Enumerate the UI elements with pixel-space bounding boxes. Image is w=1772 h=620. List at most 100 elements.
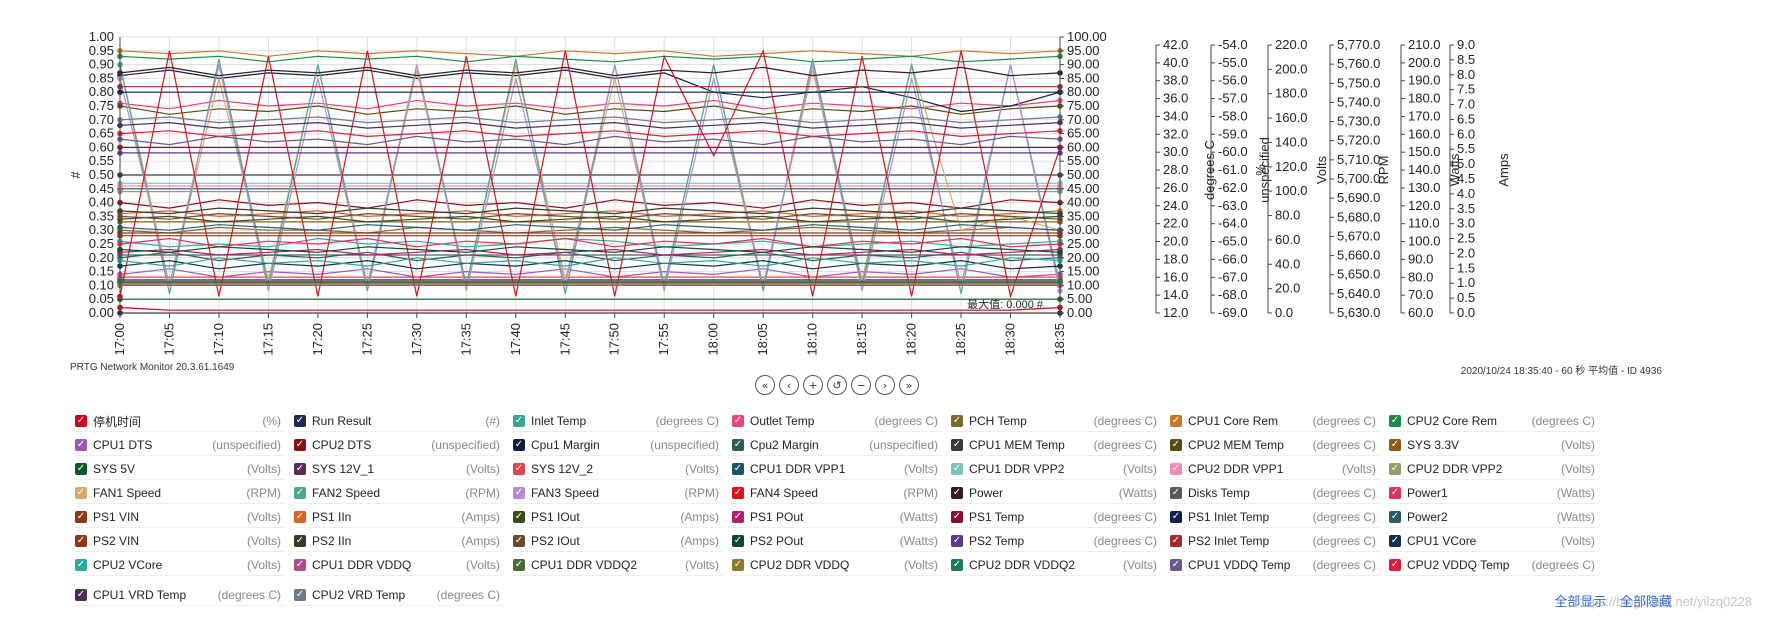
legend-item[interactable]: ✓ SYS 12V_1 (Volts) bbox=[294, 459, 504, 480]
legend-item[interactable]: ✓ CPU2 DTS (unspecified) bbox=[294, 435, 504, 456]
legend-checkbox-icon[interactable]: ✓ bbox=[1389, 463, 1401, 475]
legend-checkbox-icon[interactable]: ✓ bbox=[75, 535, 87, 547]
legend-item[interactable]: ✓ CPU2 DDR VPP1 (Volts) bbox=[1170, 459, 1380, 480]
legend-checkbox-icon[interactable]: ✓ bbox=[732, 511, 744, 523]
legend-checkbox-icon[interactable]: ✓ bbox=[513, 511, 525, 523]
legend-item[interactable]: ✓ PS1 Inlet Temp (degrees C) bbox=[1170, 507, 1380, 528]
legend-checkbox-icon[interactable]: ✓ bbox=[1389, 511, 1401, 523]
legend-item[interactable]: ✓ PCH Temp (degrees C) bbox=[951, 411, 1161, 432]
show-all-link[interactable]: 全部显示 bbox=[1554, 594, 1607, 609]
legend-item[interactable]: ✓ CPU1 DDR VPP2 (Volts) bbox=[951, 459, 1161, 480]
legend-item[interactable]: ✓ Run Result (#) bbox=[294, 411, 504, 432]
legend-item[interactable]: ✓ PS1 IOut (Amps) bbox=[513, 507, 723, 528]
legend-checkbox-icon[interactable]: ✓ bbox=[1170, 559, 1182, 571]
legend-checkbox-icon[interactable]: ✓ bbox=[294, 535, 306, 547]
legend-item[interactable]: ✓ PS2 Inlet Temp (degrees C) bbox=[1170, 531, 1380, 552]
legend-checkbox-icon[interactable]: ✓ bbox=[951, 463, 963, 475]
legend-item[interactable]: ✓ CPU2 VCore (Volts) bbox=[75, 555, 285, 576]
legend-item[interactable]: ✓ CPU1 DDR VDDQ (Volts) bbox=[294, 555, 504, 576]
legend-item[interactable]: ✓ CPU2 VRD Temp (degrees C) bbox=[294, 585, 504, 606]
hide-all-link[interactable]: 全部隐藏 bbox=[1619, 594, 1672, 609]
legend-item[interactable]: ✓ SYS 3.3V (Volts) bbox=[1389, 435, 1599, 456]
legend-item[interactable]: ✓ CPU1 DDR VDDQ2 (Volts) bbox=[513, 555, 723, 576]
legend-item[interactable]: ✓ PS2 Temp (degrees C) bbox=[951, 531, 1161, 552]
legend-item[interactable]: ✓ Disks Temp (degrees C) bbox=[1170, 483, 1380, 504]
legend-checkbox-icon[interactable]: ✓ bbox=[75, 511, 87, 523]
legend-item[interactable]: ✓ PS2 VIN (Volts) bbox=[75, 531, 285, 552]
legend-checkbox-icon[interactable]: ✓ bbox=[513, 535, 525, 547]
legend-checkbox-icon[interactable]: ✓ bbox=[75, 589, 87, 601]
legend-checkbox-icon[interactable]: ✓ bbox=[732, 463, 744, 475]
legend-item[interactable]: ✓ FAN2 Speed (RPM) bbox=[294, 483, 504, 504]
legend-checkbox-icon[interactable]: ✓ bbox=[294, 415, 306, 427]
legend-item[interactable]: ✓ Power2 (Watts) bbox=[1389, 507, 1599, 528]
legend-item[interactable]: ✓ CPU1 VCore (Volts) bbox=[1389, 531, 1599, 552]
legend-item[interactable]: ✓ SYS 12V_2 (Volts) bbox=[513, 459, 723, 480]
legend-checkbox-icon[interactable]: ✓ bbox=[732, 559, 744, 571]
legend-checkbox-icon[interactable]: ✓ bbox=[951, 511, 963, 523]
legend-checkbox-icon[interactable]: ✓ bbox=[1170, 535, 1182, 547]
legend-checkbox-icon[interactable]: ✓ bbox=[513, 487, 525, 499]
legend-checkbox-icon[interactable]: ✓ bbox=[1389, 487, 1401, 499]
legend-checkbox-icon[interactable]: ✓ bbox=[294, 559, 306, 571]
legend-item[interactable]: ✓ PS2 POut (Watts) bbox=[732, 531, 942, 552]
legend-item[interactable]: ✓ FAN3 Speed (RPM) bbox=[513, 483, 723, 504]
legend-item[interactable]: ✓ PS2 IOut (Amps) bbox=[513, 531, 723, 552]
zoom-out-button[interactable]: − bbox=[851, 375, 871, 395]
legend-item[interactable]: ✓ CPU2 MEM Temp (degrees C) bbox=[1170, 435, 1380, 456]
legend-checkbox-icon[interactable]: ✓ bbox=[951, 439, 963, 451]
legend-checkbox-icon[interactable]: ✓ bbox=[513, 439, 525, 451]
legend-checkbox-icon[interactable]: ✓ bbox=[1170, 487, 1182, 499]
legend-item[interactable]: ✓ CPU1 Core Rem (degrees C) bbox=[1170, 411, 1380, 432]
legend-item[interactable]: ✓ CPU2 DDR VPP2 (Volts) bbox=[1389, 459, 1599, 480]
legend-checkbox-icon[interactable]: ✓ bbox=[1389, 415, 1401, 427]
legend-checkbox-icon[interactable]: ✓ bbox=[75, 559, 87, 571]
legend-item[interactable]: ✓ CPU1 DDR VPP1 (Volts) bbox=[732, 459, 942, 480]
legend-item[interactable]: ✓ Cpu1 Margin (unspecified) bbox=[513, 435, 723, 456]
legend-item[interactable]: ✓ SYS 5V (Volts) bbox=[75, 459, 285, 480]
first-page-button[interactable]: « bbox=[755, 375, 775, 395]
legend-checkbox-icon[interactable]: ✓ bbox=[1389, 559, 1401, 571]
legend-checkbox-icon[interactable]: ✓ bbox=[1170, 463, 1182, 475]
legend-checkbox-icon[interactable]: ✓ bbox=[75, 463, 87, 475]
legend-item[interactable]: ✓ Power1 (Watts) bbox=[1389, 483, 1599, 504]
legend-checkbox-icon[interactable]: ✓ bbox=[951, 487, 963, 499]
legend-checkbox-icon[interactable]: ✓ bbox=[732, 439, 744, 451]
legend-checkbox-icon[interactable]: ✓ bbox=[294, 463, 306, 475]
legend-checkbox-icon[interactable]: ✓ bbox=[1389, 535, 1401, 547]
legend-checkbox-icon[interactable]: ✓ bbox=[732, 487, 744, 499]
legend-checkbox-icon[interactable]: ✓ bbox=[1170, 511, 1182, 523]
legend-checkbox-icon[interactable]: ✓ bbox=[732, 535, 744, 547]
legend-checkbox-icon[interactable]: ✓ bbox=[1389, 439, 1401, 451]
legend-item[interactable]: ✓ FAN1 Speed (RPM) bbox=[75, 483, 285, 504]
legend-checkbox-icon[interactable]: ✓ bbox=[75, 487, 87, 499]
legend-checkbox-icon[interactable]: ✓ bbox=[732, 415, 744, 427]
legend-item[interactable]: ✓ CPU1 VDDQ Temp (degrees C) bbox=[1170, 555, 1380, 576]
legend-item[interactable]: ✓ Power (Watts) bbox=[951, 483, 1161, 504]
legend-item[interactable]: ✓ CPU2 DDR VDDQ2 (Volts) bbox=[951, 555, 1161, 576]
legend-item[interactable]: ✓ CPU1 DTS (unspecified) bbox=[75, 435, 285, 456]
legend-item[interactable]: ✓ PS1 VIN (Volts) bbox=[75, 507, 285, 528]
legend-item[interactable]: ✓ PS1 POut (Watts) bbox=[732, 507, 942, 528]
legend-item[interactable]: ✓ CPU1 VRD Temp (degrees C) bbox=[75, 585, 285, 606]
legend-checkbox-icon[interactable]: ✓ bbox=[294, 511, 306, 523]
legend-checkbox-icon[interactable]: ✓ bbox=[513, 463, 525, 475]
legend-checkbox-icon[interactable]: ✓ bbox=[294, 487, 306, 499]
previous-button[interactable]: ‹ bbox=[779, 375, 799, 395]
reset-zoom-button[interactable]: ↺ bbox=[827, 375, 847, 395]
legend-item[interactable]: ✓ Cpu2 Margin (unspecified) bbox=[732, 435, 942, 456]
legend-checkbox-icon[interactable]: ✓ bbox=[951, 559, 963, 571]
legend-item[interactable]: ✓ CPU2 DDR VDDQ (Volts) bbox=[732, 555, 942, 576]
legend-item[interactable]: ✓ CPU2 VDDQ Temp (degrees C) bbox=[1389, 555, 1599, 576]
legend-checkbox-icon[interactable]: ✓ bbox=[1170, 415, 1182, 427]
legend-checkbox-icon[interactable]: ✓ bbox=[75, 439, 87, 451]
legend-item[interactable]: ✓ FAN4 Speed (RPM) bbox=[732, 483, 942, 504]
legend-item[interactable]: ✓ 停机时间 (%) bbox=[75, 411, 285, 432]
last-page-button[interactable]: » bbox=[899, 375, 919, 395]
legend-item[interactable]: ✓ Inlet Temp (degrees C) bbox=[513, 411, 723, 432]
legend-checkbox-icon[interactable]: ✓ bbox=[513, 415, 525, 427]
legend-checkbox-icon[interactable]: ✓ bbox=[951, 415, 963, 427]
legend-item[interactable]: ✓ PS2 IIn (Amps) bbox=[294, 531, 504, 552]
legend-checkbox-icon[interactable]: ✓ bbox=[294, 589, 306, 601]
legend-item[interactable]: ✓ PS1 Temp (degrees C) bbox=[951, 507, 1161, 528]
